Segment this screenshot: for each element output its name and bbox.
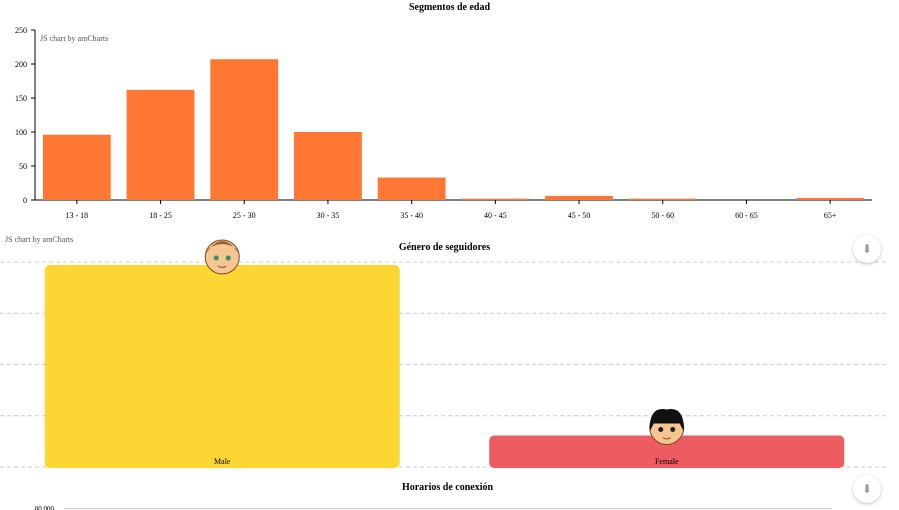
age-bar bbox=[210, 59, 279, 200]
age-y-tick-label: 0 bbox=[23, 196, 27, 205]
gender-chart: JS chart by amCharts Género de seguidore… bbox=[0, 230, 899, 470]
age-bar bbox=[628, 198, 697, 200]
gender-chart-title: Género de seguidores bbox=[398, 242, 491, 253]
gender-bar-label: Male bbox=[214, 457, 231, 466]
age-bar bbox=[377, 177, 446, 200]
age-y-tick-label: 50 bbox=[19, 162, 27, 171]
gender-export-button[interactable]: ⬇ bbox=[853, 235, 881, 263]
gender-chart-credit[interactable]: JS chart by amCharts bbox=[5, 235, 74, 244]
female-face-icon bbox=[649, 408, 685, 446]
download-icon: ⬇ bbox=[861, 241, 873, 256]
age-segments-chart: Segmentos de edad JS chart by amCharts 0… bbox=[0, 0, 899, 230]
age-x-tick-label: 18 - 25 bbox=[149, 211, 172, 220]
age-bar bbox=[294, 132, 362, 200]
age-x-tick-label: 65+ bbox=[824, 211, 837, 220]
age-y-tick-label: 150 bbox=[15, 94, 27, 103]
age-x-tick-label: 25 - 30 bbox=[233, 211, 256, 220]
hours-export-button[interactable]: ⬇ bbox=[853, 475, 881, 503]
age-bar bbox=[126, 89, 195, 200]
age-x-tick-label: 35 - 40 bbox=[400, 211, 423, 220]
age-bar bbox=[796, 197, 865, 200]
age-y-tick-label: 100 bbox=[15, 128, 27, 137]
age-chart-credit[interactable]: JS chart by amCharts bbox=[40, 34, 109, 43]
connection-hours-chart: Horarios de conexión ⬇ 80,000 bbox=[0, 470, 899, 510]
gender-bar-label: Female bbox=[655, 457, 679, 466]
gender-chart-plot: Male Female bbox=[0, 239, 889, 468]
age-x-tick-label: 13 - 18 bbox=[66, 211, 89, 220]
age-x-tick-label: 45 - 50 bbox=[568, 211, 591, 220]
age-x-tick-label: 60 - 65 bbox=[735, 211, 758, 220]
age-y-tick-label: 200 bbox=[15, 60, 27, 69]
age-bar bbox=[461, 198, 530, 200]
age-bar bbox=[42, 134, 111, 200]
hours-chart-plot: 80,000 bbox=[35, 505, 832, 510]
male-face-icon bbox=[204, 239, 240, 275]
age-chart-title: Segmentos de edad bbox=[408, 2, 491, 13]
download-icon: ⬇ bbox=[861, 481, 873, 496]
age-chart-plot: 0 50 100 150 200 250 13 - 18 18 - 25 25 - 30 30 -… bbox=[15, 26, 872, 220]
age-x-tick-label: 30 - 35 bbox=[317, 211, 340, 220]
age-x-tick-label: 40 - 45 bbox=[484, 211, 507, 220]
age-bar bbox=[545, 195, 613, 200]
gender-bar bbox=[489, 435, 845, 468]
age-x-tick-label: 50 - 60 bbox=[651, 211, 674, 220]
hours-chart-title: Horarios de conexión bbox=[401, 482, 494, 493]
age-y-tick-label: 250 bbox=[15, 26, 27, 35]
hours-y-tick-label: 80,000 bbox=[35, 505, 55, 510]
gender-bar bbox=[44, 265, 400, 468]
